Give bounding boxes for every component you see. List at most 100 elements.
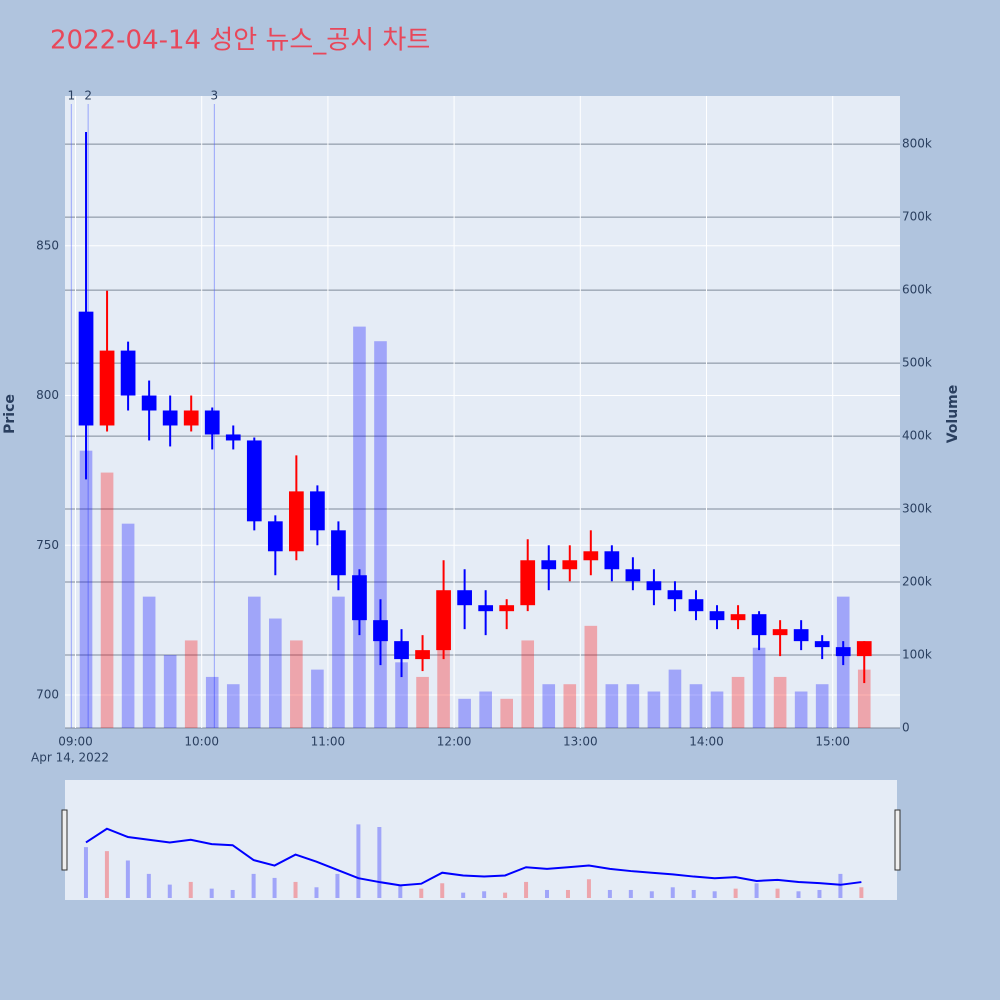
candle-body <box>352 575 367 621</box>
x-tick-label: 14:00 <box>689 735 724 749</box>
volume-bar <box>205 676 219 728</box>
volume-bar <box>815 684 829 728</box>
candle-body <box>141 395 157 411</box>
x-tick-label: 10:00 <box>184 735 219 749</box>
candle-body <box>667 590 683 600</box>
volume-bar <box>563 684 577 728</box>
y-tick-label: 700 <box>36 688 59 702</box>
candle-body <box>225 434 241 441</box>
candle-body <box>583 551 599 561</box>
candle-body <box>99 350 115 426</box>
volume-bar <box>269 618 282 728</box>
volume-bar <box>752 647 766 728</box>
candle-body <box>267 521 283 552</box>
annotation-label: 2 <box>84 89 92 103</box>
volume-bar <box>668 669 682 728</box>
volume-bar <box>395 662 408 728</box>
candle-body <box>688 599 704 612</box>
candle-body <box>793 629 809 642</box>
candle-body <box>78 311 94 426</box>
x-date-label: Apr 14, 2022 <box>31 751 109 765</box>
candle-body <box>183 410 199 426</box>
volume-bar <box>416 676 429 728</box>
y2-tick-label: 500k <box>902 356 932 370</box>
volume-bar <box>479 691 492 728</box>
volume-bar <box>184 640 198 728</box>
volume-bar <box>500 698 513 728</box>
candle-body <box>120 350 136 396</box>
candle-body <box>730 614 746 621</box>
candle-body <box>204 410 220 435</box>
y2-tick-label: 400k <box>902 429 932 443</box>
annotation-label: 3 <box>211 89 219 103</box>
volume-bar <box>163 655 177 728</box>
y2-tick-label: 800k <box>902 137 932 151</box>
candle-body <box>246 440 262 522</box>
volume-bar <box>857 669 871 728</box>
candle-body <box>288 491 304 552</box>
candle-body <box>646 581 662 591</box>
chart-title: 2022-04-14 성안 뉴스_공시 차트 <box>50 26 430 56</box>
y-axis-label: Price <box>2 394 18 434</box>
candle-body <box>772 629 788 636</box>
candle-body <box>625 569 641 582</box>
volume-bar <box>226 684 240 728</box>
candle-body <box>415 650 430 660</box>
candle-body <box>478 605 494 612</box>
candle-body <box>709 611 725 621</box>
x-tick-label: 11:00 <box>311 735 346 749</box>
volume-bar <box>647 691 661 728</box>
volume-bar <box>521 640 535 728</box>
volume-bar <box>458 698 471 728</box>
volume-bar <box>605 684 619 728</box>
x-tick-label: 13:00 <box>563 735 598 749</box>
volume-bar <box>689 684 703 728</box>
volume-bar <box>794 691 808 728</box>
x-tick-label: 15:00 <box>815 735 850 749</box>
candle-body <box>162 410 178 426</box>
x-tick-label: 09:00 <box>58 735 93 749</box>
candle-body <box>814 641 830 648</box>
candle-body <box>856 641 872 657</box>
candle-body <box>457 590 472 606</box>
volume-bar <box>332 596 345 728</box>
volume-bar <box>79 450 93 728</box>
candle-body <box>310 491 325 531</box>
volume-bar <box>100 472 114 728</box>
x-tick-label: 12:00 <box>437 735 472 749</box>
volume-bar <box>773 676 787 728</box>
volume-bar <box>142 596 156 728</box>
y2-tick-label: 200k <box>902 575 932 589</box>
volume-bar <box>731 676 745 728</box>
y-tick-label: 750 <box>36 538 59 552</box>
candle-body <box>562 560 578 570</box>
candle-body <box>751 614 767 636</box>
range-handle-right[interactable] <box>894 809 901 871</box>
volume-bar <box>353 326 366 728</box>
y2-tick-label: 600k <box>902 283 932 297</box>
volume-bar <box>290 640 303 728</box>
volume-bar <box>374 341 387 728</box>
candle-body <box>604 551 620 570</box>
y2-tick-label: 0 <box>902 721 910 735</box>
candle-body <box>331 530 346 576</box>
volume-bar <box>121 523 135 728</box>
volume-bar <box>710 691 724 728</box>
candle-body <box>499 605 515 612</box>
y2-tick-label: 300k <box>902 502 932 516</box>
volume-bar <box>626 684 640 728</box>
y-tick-label: 800 <box>36 388 59 402</box>
volume-bar <box>437 647 450 728</box>
volume-bar <box>584 625 598 728</box>
candle-body <box>373 620 388 642</box>
volume-bar <box>311 669 324 728</box>
slider-line <box>85 827 862 887</box>
candle-body <box>436 590 451 651</box>
candle-body <box>541 560 557 570</box>
candle-body <box>835 647 851 657</box>
y2-tick-label: 700k <box>902 210 932 224</box>
range-handle-left[interactable] <box>61 809 68 871</box>
candle-body <box>520 560 536 606</box>
volume-bar <box>542 684 556 728</box>
